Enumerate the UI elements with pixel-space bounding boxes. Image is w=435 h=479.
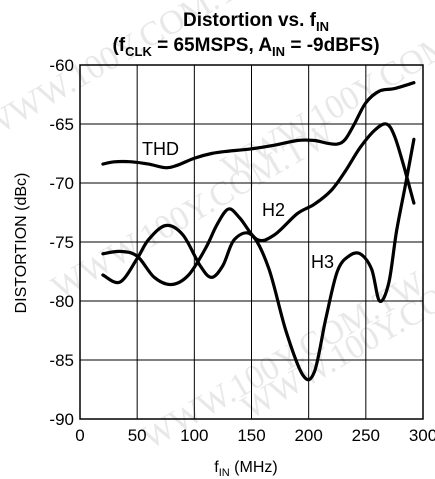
x-tick-label: 50: [128, 426, 147, 445]
series-label-thd: THD: [142, 139, 179, 159]
chart-title-line2-b: = 65MSPS, A: [152, 35, 272, 56]
series-lines: [101, 81, 416, 382]
chart-title-line2: (fCLK = 65MSPS, AIN = -9dBFS): [112, 35, 379, 59]
chart-title-line2-sub2: IN: [272, 44, 285, 59]
series-label-h3: H3: [311, 252, 334, 272]
x-axis-label-base: f: [214, 459, 219, 476]
chart-title-line2-sub1: CLK: [125, 44, 152, 59]
x-tick-label: 300: [409, 426, 435, 445]
y-tick-label: -75: [49, 233, 74, 252]
tick-labels: 0 50 100 150 200 250 300 -60 -65 -70 -75 -80 -85 -90: [49, 56, 435, 445]
y-tick-label: -85: [49, 351, 74, 370]
series-label-h2: H2: [262, 200, 285, 220]
y-axis-label: DISTORTION (dBc): [13, 173, 30, 314]
chart-title-line2-c: = -9dBFS): [285, 35, 379, 56]
x-axis-label: fIN (MHz): [214, 459, 277, 479]
chart-title-line1: Distortion vs. fIN: [183, 10, 329, 34]
x-tick-label: 250: [352, 426, 380, 445]
x-tick-label: 100: [180, 426, 208, 445]
y-tick-label: -90: [49, 410, 74, 429]
y-tick-label: -70: [49, 174, 74, 193]
grid: [80, 65, 423, 419]
series-line-h3: [101, 137, 416, 382]
y-tick-label: -80: [49, 292, 74, 311]
chart-title-line1-text: Distortion vs. f: [183, 10, 317, 31]
x-tick-label: 0: [75, 426, 84, 445]
x-axis-label-sub: IN: [219, 467, 230, 479]
y-tick-label: -65: [49, 115, 74, 134]
chart-title-line2-a: (f: [112, 35, 125, 56]
x-tick-label: 200: [294, 426, 322, 445]
series-line-thd: [101, 81, 416, 170]
y-tick-label: -60: [49, 56, 74, 75]
chart-title-line1-sub: IN: [316, 19, 329, 34]
plot-frame: [79, 64, 424, 420]
x-tick-label: 150: [237, 426, 265, 445]
x-axis-label-rest: (MHz): [230, 459, 278, 476]
series-line-h2: [101, 122, 416, 287]
